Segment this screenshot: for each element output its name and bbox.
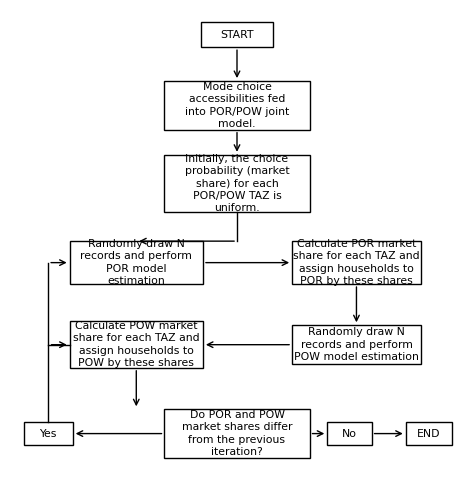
FancyBboxPatch shape (201, 22, 273, 47)
Text: Mode choice
accessibilities fed
into POR/POW joint
model.: Mode choice accessibilities fed into POR… (185, 82, 289, 129)
Text: Yes: Yes (39, 429, 57, 439)
FancyBboxPatch shape (327, 422, 372, 445)
Text: START: START (220, 30, 254, 40)
FancyBboxPatch shape (292, 325, 421, 364)
FancyBboxPatch shape (406, 422, 453, 445)
Text: END: END (417, 429, 441, 439)
FancyBboxPatch shape (24, 422, 73, 445)
FancyBboxPatch shape (292, 241, 421, 284)
FancyBboxPatch shape (70, 241, 203, 284)
Text: No: No (342, 429, 357, 439)
Text: Calculate POR market
share for each TAZ and
assign households to
POR by these sh: Calculate POR market share for each TAZ … (293, 239, 420, 286)
Text: Randomly draw N
records and perform
POR model
estimation: Randomly draw N records and perform POR … (81, 239, 192, 286)
Text: Do POR and POW
market shares differ
from the previous
iteration?: Do POR and POW market shares differ from… (182, 410, 292, 457)
Text: Calculate POW market
share for each TAZ and
assign households to
POW by these sh: Calculate POW market share for each TAZ … (73, 321, 200, 369)
FancyBboxPatch shape (164, 155, 310, 212)
FancyBboxPatch shape (70, 322, 203, 368)
FancyBboxPatch shape (164, 81, 310, 130)
Text: Initially, the choice
probability (market
share) for each
POR/POW TAZ is
uniform: Initially, the choice probability (marke… (185, 154, 289, 213)
FancyBboxPatch shape (164, 409, 310, 458)
Text: Randomly draw N
records and perform
POW model estimation: Randomly draw N records and perform POW … (294, 328, 419, 362)
